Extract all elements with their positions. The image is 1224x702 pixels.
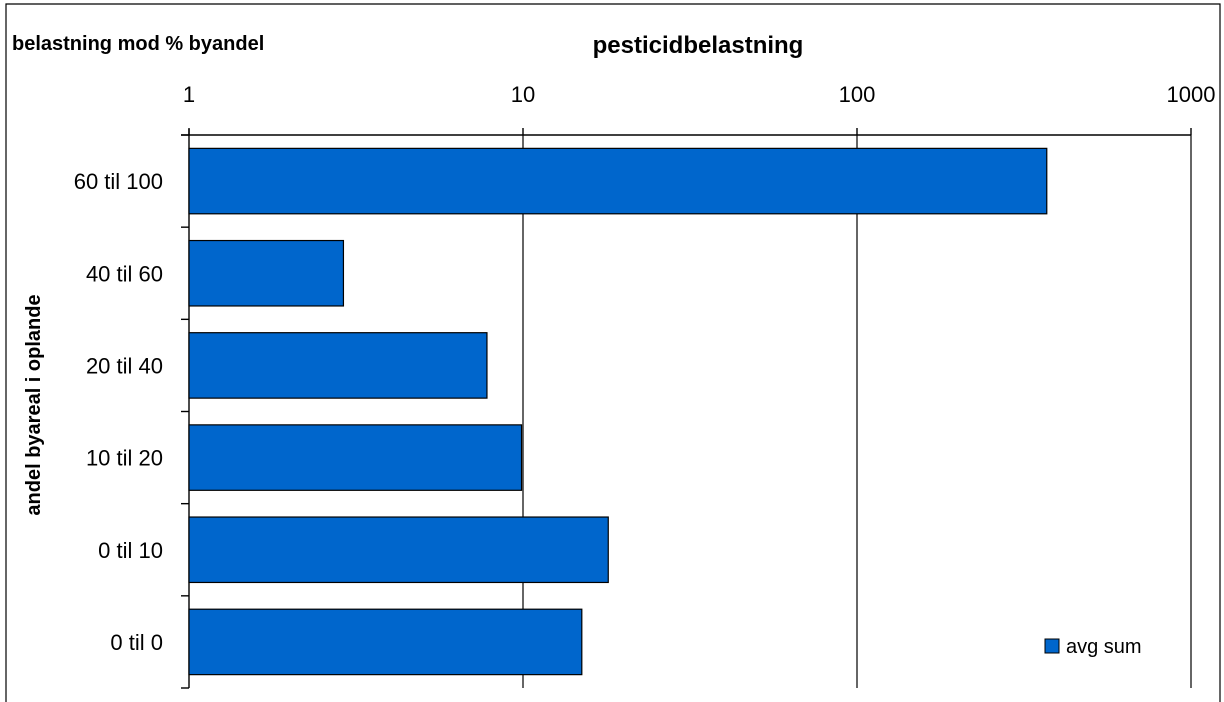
- legend-swatch: [1044, 638, 1060, 654]
- bar: [188, 608, 583, 676]
- y-tick-label: 0 til 0: [110, 630, 163, 655]
- bar: [188, 147, 1048, 215]
- plot-area: 1 10 100 1000 60 til 100 40 til 60 20 til 40 10…: [74, 82, 1216, 689]
- x-tick-label: 1: [183, 82, 195, 107]
- chart-title: pesticidbelastning: [593, 32, 804, 59]
- y-axis-label: andel byareal i oplande: [23, 294, 45, 515]
- x-tick-label: 100: [839, 82, 876, 107]
- y-tick-label: 40 til 60: [86, 261, 163, 286]
- chart-border: [5, 3, 1221, 702]
- x-tick-label: 1000: [1167, 82, 1216, 107]
- legend-label: avg sum: [1066, 636, 1142, 658]
- header-title: belastning mod % byandel: [12, 33, 264, 55]
- y-tick-label: 0 til 10: [98, 538, 163, 563]
- bar: [188, 332, 488, 399]
- y-tick-label: 60 til 100: [74, 169, 163, 194]
- y-tick-label: 20 til 40: [86, 353, 163, 378]
- y-tick-label: 10 til 20: [86, 446, 163, 471]
- legend: avg sum: [1044, 636, 1142, 658]
- x-tick-label: 10: [511, 82, 535, 107]
- bar: [188, 424, 523, 491]
- bar: [188, 239, 345, 307]
- bar: [188, 516, 609, 584]
